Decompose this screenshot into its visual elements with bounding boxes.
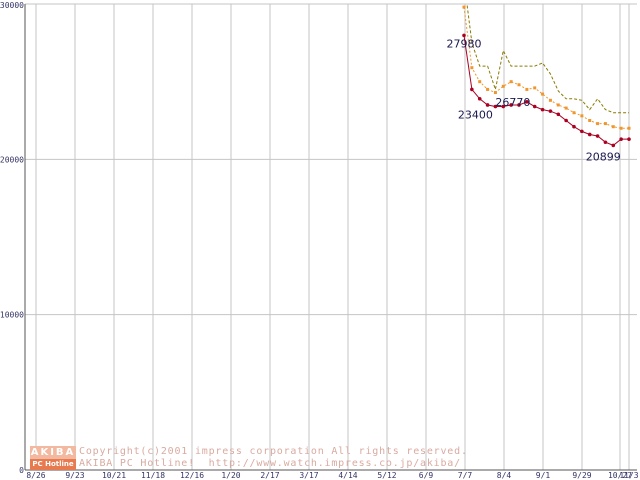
data-point — [556, 112, 561, 117]
data-point — [627, 126, 631, 130]
data-point — [548, 109, 553, 113]
data-label: 20899 — [586, 150, 621, 163]
data-point — [470, 87, 474, 92]
x-tick-label: 9/29 — [572, 471, 591, 480]
data-point — [485, 103, 490, 107]
data-point — [486, 87, 490, 91]
x-tick-label: 8/4 — [497, 471, 512, 480]
x-tick-label: 5/12 — [377, 471, 396, 480]
data-point — [478, 80, 482, 84]
data-point — [572, 124, 576, 129]
data-point — [619, 126, 623, 130]
data-point — [603, 140, 608, 145]
data-point — [501, 84, 505, 88]
data-point — [596, 122, 600, 126]
x-tick-label: 4/14 — [338, 471, 357, 480]
data-point — [548, 98, 552, 102]
data-point — [501, 104, 506, 109]
x-tick-label: 6/9 — [419, 471, 434, 480]
x-tick-label: 10/21 — [102, 471, 126, 480]
data-point — [556, 103, 560, 107]
data-label: 23400 — [458, 109, 493, 122]
akiba-logo: AKIBA PC Hotline — [30, 446, 76, 470]
data-point — [564, 118, 568, 123]
x-tick-label: 3/17 — [299, 471, 318, 480]
data-point — [477, 96, 482, 101]
data-label: 27980 — [447, 37, 482, 50]
x-tick-label: 11/18 — [141, 471, 165, 480]
x-tick-label: 9/23 — [65, 471, 84, 480]
data-point — [462, 33, 466, 38]
data-point — [532, 104, 537, 109]
data-point — [595, 134, 600, 138]
logo-text-bottom: PC Hotline — [30, 459, 76, 470]
y-tick-label: 0 — [19, 466, 24, 475]
data-point — [470, 66, 474, 70]
data-point — [517, 103, 521, 107]
x-tick-label: 10/27 — [608, 471, 632, 480]
data-point — [533, 86, 537, 90]
x-tick-label: 8/26 — [26, 471, 45, 480]
series-line — [466, 4, 629, 114]
data-point — [525, 100, 529, 104]
data-point — [580, 114, 584, 118]
y-tick-label: 30000 — [0, 1, 24, 10]
data-point — [572, 111, 576, 115]
data-point — [619, 137, 623, 141]
data-point — [587, 132, 592, 137]
data-point — [541, 92, 545, 96]
copyright-text: Copyright(c)2001 impress corporation All… — [79, 446, 468, 457]
data-point — [603, 122, 607, 126]
data-point — [493, 91, 497, 95]
chart-series — [462, 4, 631, 148]
data-point — [611, 143, 616, 148]
data-point — [540, 107, 545, 112]
y-tick-label: 10000 — [0, 311, 24, 320]
footer-credit: AKIBA PC Hotline Copyright(c)2001 impres… — [30, 445, 468, 471]
data-point — [462, 5, 466, 9]
data-point — [493, 104, 498, 109]
data-point — [525, 87, 529, 91]
data-point — [517, 83, 521, 87]
data-point — [509, 103, 513, 107]
data-point — [580, 129, 584, 134]
y-tick-label: 20000 — [0, 155, 24, 164]
chart-grid — [25, 3, 637, 470]
x-tick-label: 9/1 — [536, 471, 551, 480]
data-point — [564, 106, 568, 110]
logo-text-top: AKIBA — [30, 446, 76, 459]
x-tick-label: 12/16 — [180, 471, 204, 480]
series-line — [463, 35, 629, 146]
data-point — [611, 125, 615, 129]
site-url-text: AKIBA PC Hotline! http://www.watch.impre… — [79, 458, 461, 469]
x-tick-label: 1/20 — [221, 471, 240, 480]
data-point — [509, 80, 513, 84]
data-point — [588, 119, 592, 122]
data-label: 26770 — [495, 96, 530, 109]
x-tick-label: 2/17 — [260, 471, 279, 480]
copyright-block: Copyright(c)2001 impress corporation All… — [79, 446, 468, 470]
data-point — [627, 137, 631, 141]
x-tick-label: 7/7 — [458, 471, 473, 480]
x-tick-label: 11/3 — [619, 471, 638, 480]
series-line — [463, 7, 629, 129]
